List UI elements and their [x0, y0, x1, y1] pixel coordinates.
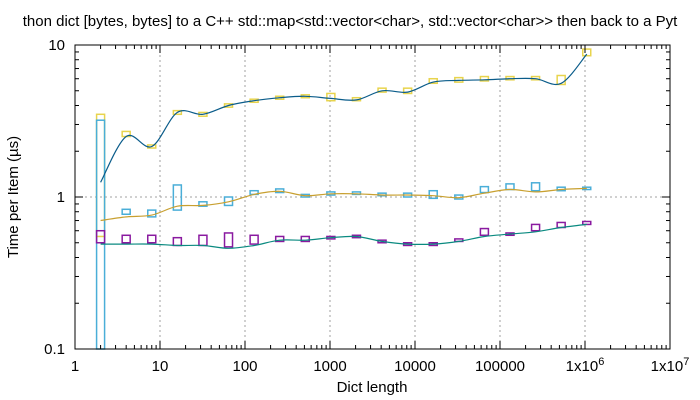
- series-0-box: [223, 103, 234, 108]
- line-layer: [100, 53, 588, 249]
- x-tick-label: 1000: [313, 358, 346, 375]
- tick-layer: 1 10 100 1000 10000 100000 1x106 1x107 0.1 1 10: [44, 37, 689, 375]
- series-1-box: [479, 185, 490, 194]
- x-tick-label: 10000: [394, 358, 436, 375]
- series-0-line: [100, 53, 588, 183]
- series-1-boxes: [95, 119, 592, 350]
- series-2-boxes: [95, 220, 592, 248]
- series-2-box: [223, 232, 234, 248]
- y-axis-label: Time per Item (µs): [5, 136, 22, 258]
- box-layer: [95, 48, 592, 350]
- series-0-box: [172, 109, 183, 116]
- series-1-box: [505, 183, 515, 191]
- series-2-box: [198, 234, 208, 247]
- x-tick-label: 1x107: [651, 356, 690, 375]
- y-tick-label: 1: [57, 189, 65, 206]
- series-1-line: [100, 187, 587, 222]
- series-2-box: [147, 234, 157, 244]
- x-axis-label: Dict length: [337, 379, 408, 396]
- y-tick-label: 0.1: [44, 341, 65, 358]
- series-1-box: [274, 188, 285, 194]
- series-1-box: [95, 119, 106, 350]
- series-1-box: [198, 201, 208, 207]
- series-2-box: [95, 229, 106, 244]
- series-2-box: [249, 234, 259, 245]
- series-2-box: [121, 234, 131, 244]
- grid-layer: [75, 45, 670, 349]
- x-tick-label: 1: [71, 358, 79, 375]
- series-2-box: [530, 223, 541, 232]
- y-tick-label: 10: [48, 37, 65, 54]
- chart-title: thon dict [bytes, bytes] to a C++ std::m…: [23, 13, 678, 30]
- series-1-box: [121, 208, 131, 216]
- series-0-box: [479, 75, 490, 82]
- series-1-box: [530, 182, 541, 192]
- series-2-box: [300, 235, 311, 243]
- series-2-box: [274, 235, 285, 243]
- series-0-box: [326, 92, 336, 102]
- series-1-box: [428, 189, 438, 200]
- x-tick-label: 100: [232, 358, 257, 375]
- x-tick-label: 1x106: [566, 356, 605, 375]
- x-tick-label: 100000: [475, 358, 525, 375]
- series-2-box: [172, 236, 183, 247]
- series-1-box: [172, 184, 183, 211]
- series-0-box: [582, 48, 592, 57]
- x-tick-label: 10: [152, 358, 169, 375]
- series-2-line: [100, 223, 587, 249]
- series-2-box: [479, 227, 490, 237]
